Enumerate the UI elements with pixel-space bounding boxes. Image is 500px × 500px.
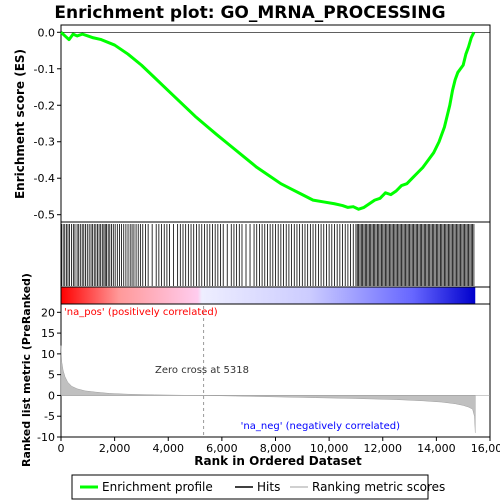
es-y-tick-label: -0.5 — [34, 209, 55, 222]
metric-panel-frame — [60, 303, 491, 438]
metric-y-tick-label: 5 — [48, 369, 55, 382]
metric-y-tick-label: 20 — [41, 306, 55, 319]
legend-hits-label: Hits — [257, 480, 280, 494]
legend-metric-label: Ranking metric scores — [312, 480, 445, 494]
na-pos-label: 'na_pos' (positively correlated) — [64, 307, 218, 318]
es-y-tick-label: 0.0 — [38, 26, 56, 39]
es-panel-frame — [60, 24, 491, 223]
es-panel: 0.0 -0.1 -0.2 -0.3 -0.4 -0.5 Enrichment score… — [13, 24, 491, 223]
na-neg-label: 'na_neg' (negatively correlated) — [241, 421, 400, 432]
x-axis-label: Rank in Ordered Dataset — [194, 454, 362, 468]
metric-y-tick-label: -5 — [44, 410, 55, 423]
hits-panel — [60, 221, 491, 288]
hit-lines — [61, 224, 475, 286]
legend: Enrichment profile Hits Ranking metric s… — [71, 474, 445, 500]
es-y-tick-label: -0.2 — [34, 99, 55, 112]
es-y-tick-label: -0.4 — [34, 172, 55, 185]
es-y-ticks: 0.0 -0.1 -0.2 -0.3 -0.4 -0.5 — [34, 26, 61, 222]
x-tick-label: 4,000 — [153, 442, 185, 455]
x-tick-label: 16,000 — [471, 442, 500, 455]
chart-title: Enrichment plot: GO_MRNA_PROCESSING — [54, 3, 445, 23]
metric-y-tick-label: 15 — [41, 327, 55, 340]
metric-y-tick-label: 0 — [48, 389, 55, 402]
metric-panel: 20 15 10 5 0 -5 -10 'na_pos' (positively corre… — [20, 273, 491, 467]
ranking-metric-area — [60, 345, 476, 433]
enrichment-profile-line — [59, 31, 476, 211]
x-tick-label: 12,000 — [364, 442, 403, 455]
x-tick-label: 8,000 — [260, 442, 292, 455]
metric-y-tick-label: 10 — [41, 348, 55, 361]
rank-color-gradient — [61, 287, 476, 304]
x-tick-label: 2,000 — [99, 442, 131, 455]
x-tick-label: 0 — [58, 442, 65, 455]
es-y-axis-label: Enrichment score (ES) — [13, 49, 27, 199]
x-tick-label: 10,000 — [310, 442, 349, 455]
es-y-tick-label: -0.1 — [34, 63, 55, 76]
zero-cross-label: Zero cross at 5318 — [155, 365, 249, 376]
x-tick-label: 14,000 — [417, 442, 456, 455]
x-tick-label: 6,000 — [206, 442, 238, 455]
legend-enrichment-label: Enrichment profile — [102, 480, 213, 494]
metric-y-ticks: 20 15 10 5 0 -5 -10 — [37, 306, 61, 444]
metric-y-axis-label: Ranked list metric (PreRanked) — [20, 273, 33, 467]
metric-y-tick-label: -10 — [37, 431, 55, 444]
rank-color-bar — [60, 286, 491, 305]
es-y-tick-label: -0.3 — [34, 136, 55, 149]
x-axis-ticks: 0 2,000 4,000 6,000 8,000 10,000 12,000 14,000 1… — [58, 437, 500, 455]
